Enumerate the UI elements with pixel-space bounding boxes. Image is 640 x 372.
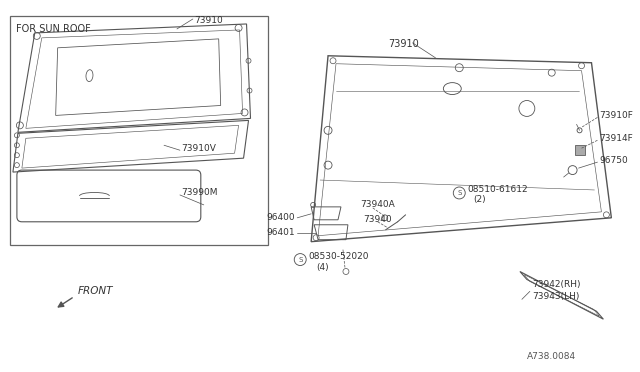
Text: S: S <box>298 257 303 263</box>
Text: (4): (4) <box>316 263 329 272</box>
Text: 96401: 96401 <box>267 228 295 237</box>
Text: (2): (2) <box>473 195 486 205</box>
Text: 73910F: 73910F <box>600 111 634 120</box>
Text: 73910: 73910 <box>388 39 419 49</box>
Text: 73910V: 73910V <box>181 144 216 153</box>
Text: S: S <box>457 190 461 196</box>
Text: 73940A: 73940A <box>360 201 395 209</box>
Text: A738.0084: A738.0084 <box>527 353 576 362</box>
Text: 73942(RH): 73942(RH) <box>532 280 580 289</box>
Text: 08530-52020: 08530-52020 <box>308 252 369 261</box>
Text: FOR SUN ROOF: FOR SUN ROOF <box>16 24 91 34</box>
Text: 73910: 73910 <box>194 16 223 25</box>
Bar <box>10 16 268 245</box>
Text: 96400: 96400 <box>267 213 295 222</box>
Text: 73914F: 73914F <box>600 134 633 143</box>
Text: 73943(LH): 73943(LH) <box>532 292 579 301</box>
Text: 73990M: 73990M <box>181 189 218 198</box>
Text: 73940: 73940 <box>363 215 392 224</box>
Text: FRONT: FRONT <box>77 286 113 296</box>
Text: 96750: 96750 <box>600 155 628 165</box>
Bar <box>575 145 584 155</box>
Text: 08510-61612: 08510-61612 <box>467 186 528 195</box>
